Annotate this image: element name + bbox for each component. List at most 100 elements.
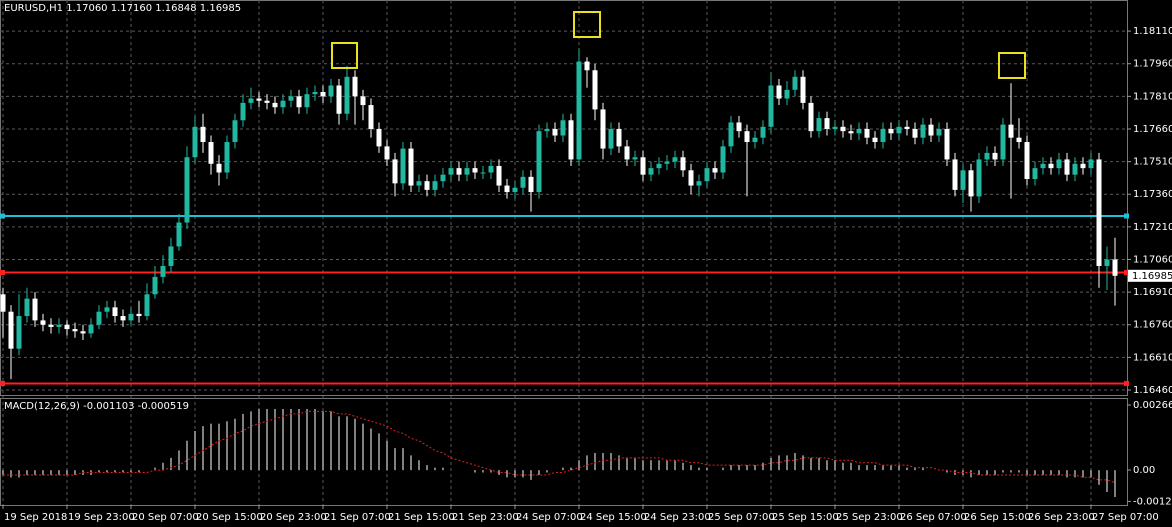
- candle-body: [552, 128, 558, 136]
- level-handle: [1124, 213, 1129, 219]
- candle-body: [864, 128, 870, 138]
- candle-body: [104, 307, 110, 312]
- x-tick-label: 20 Sep 15:00: [196, 512, 263, 523]
- x-tick-label: 24 Sep 15:00: [580, 512, 647, 523]
- candle-body: [608, 128, 614, 149]
- candle-body: [776, 85, 782, 99]
- candle-body: [32, 298, 38, 321]
- x-tick-label: 20 Sep 07:00: [132, 512, 199, 523]
- candle-body: [1032, 168, 1038, 180]
- candle-body: [824, 118, 830, 129]
- candle-body: [544, 128, 550, 132]
- x-tick-label: 24 Sep 23:00: [644, 512, 711, 523]
- candle-body: [680, 157, 686, 171]
- candle-body: [968, 170, 974, 197]
- candle-body: [952, 159, 958, 190]
- candle-body: [984, 152, 990, 160]
- candle-body: [56, 324, 62, 327]
- candle-body: [944, 128, 950, 160]
- y-tick-label: 1.16910: [1133, 287, 1172, 298]
- chart-title: EURUSD,H1 1.17060 1.17160 1.16848 1.1698…: [4, 3, 241, 14]
- candle-body: [528, 176, 534, 193]
- candle-body: [752, 137, 758, 143]
- candle-body: [16, 316, 22, 349]
- y-tick-label: 1.16760: [1133, 320, 1172, 331]
- candle-body: [256, 98, 262, 101]
- y-tick-label: 1.17360: [1133, 189, 1172, 200]
- candle-body: [152, 276, 158, 295]
- x-tick-label: 26 Sep 07:00: [900, 512, 967, 523]
- candle-body: [536, 131, 542, 193]
- price-label-box: [1128, 269, 1172, 282]
- candle-body: [336, 85, 342, 114]
- price-label: 1.16985: [1132, 271, 1172, 282]
- candle-body: [400, 148, 406, 184]
- x-tick-label: 19 Sep 23:00: [68, 512, 135, 523]
- candle-body: [584, 61, 590, 71]
- candle-body: [224, 142, 230, 173]
- candle-body: [112, 307, 118, 317]
- candle-body: [264, 100, 270, 103]
- candle-body: [424, 181, 430, 190]
- candle-body: [840, 126, 846, 132]
- candle-body: [96, 311, 102, 325]
- candle-body: [456, 168, 462, 175]
- candle-body: [1072, 163, 1078, 175]
- candle-body: [320, 92, 326, 97]
- y-tick-label: 1.18110: [1133, 26, 1172, 37]
- candle-body: [792, 76, 798, 90]
- candle-body: [352, 76, 358, 97]
- candle-body: [480, 172, 486, 174]
- candle-body: [1104, 259, 1110, 267]
- y-tick-label: 1.17210: [1133, 222, 1172, 233]
- candle-body: [664, 161, 670, 164]
- candle-body: [384, 146, 390, 160]
- candle-body: [360, 96, 366, 106]
- candle-body: [1048, 163, 1054, 169]
- candle-body: [616, 128, 622, 147]
- candle-body: [448, 168, 454, 175]
- candle-body: [504, 185, 510, 193]
- candle-body: [216, 163, 222, 173]
- candle-body: [88, 324, 94, 334]
- candle-body: [736, 122, 742, 132]
- candle-body: [64, 324, 70, 330]
- candle-body: [568, 120, 574, 160]
- candle-body: [808, 102, 814, 132]
- candle-body: [200, 126, 206, 143]
- y-tick-label: 1.17660: [1133, 124, 1172, 135]
- candle-body: [512, 187, 518, 193]
- candle-body: [440, 174, 446, 182]
- y-tick-label: 1.16460: [1133, 385, 1172, 396]
- candle-body: [160, 266, 166, 277]
- candle-body: [728, 122, 734, 147]
- candle-body: [176, 222, 182, 247]
- y-tick-label: 1.17810: [1133, 91, 1172, 102]
- candle-body: [696, 181, 702, 186]
- highlight-box: [998, 52, 1026, 79]
- y-tick-label: 0.00: [1133, 465, 1155, 476]
- candle-body: [128, 313, 134, 321]
- candle-body: [408, 148, 414, 186]
- candle-body: [248, 98, 254, 103]
- candle-body: [880, 128, 886, 143]
- candle-body: [280, 100, 286, 108]
- candle-body: [760, 126, 766, 138]
- highlight-box: [573, 11, 601, 38]
- y-tick-label: 1.17060: [1133, 254, 1172, 265]
- candle-body: [1064, 159, 1070, 175]
- x-tick-label: 25 Sep 15:00: [772, 512, 839, 523]
- candle-body: [328, 85, 334, 97]
- candle-body: [192, 126, 198, 158]
- candle-body: [8, 311, 14, 349]
- y-tick-label: 1.17960: [1133, 59, 1172, 70]
- x-tick-label: 21 Sep 23:00: [452, 512, 519, 523]
- candle-body: [920, 124, 926, 138]
- candle-body: [912, 128, 918, 138]
- candle-body: [576, 61, 582, 160]
- candle-body: [344, 76, 350, 114]
- candle-body: [784, 89, 790, 99]
- candle-body: [672, 157, 678, 162]
- candle-body: [656, 163, 662, 169]
